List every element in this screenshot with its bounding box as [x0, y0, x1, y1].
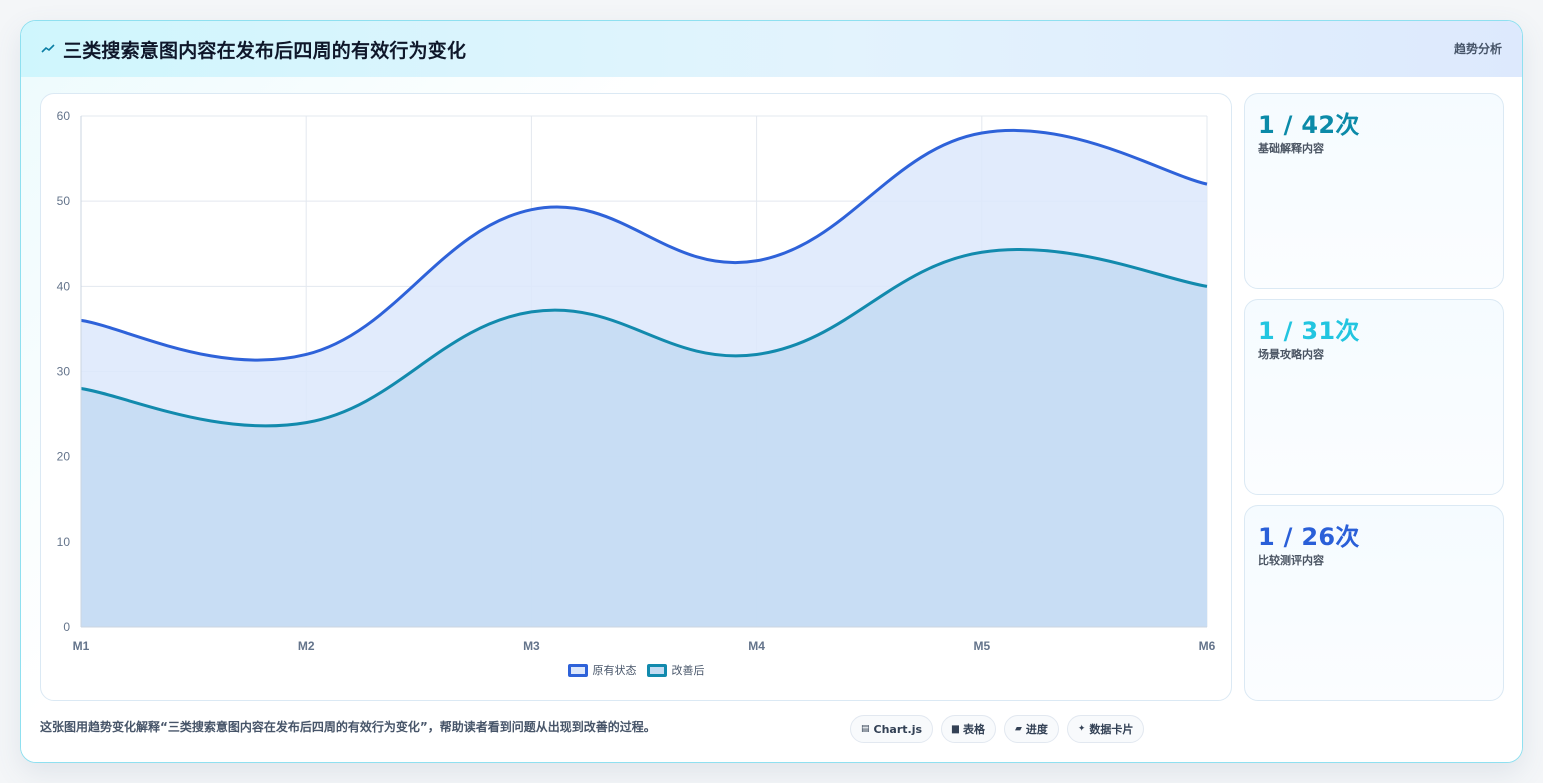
y-tick-label: 40: [57, 279, 71, 293]
chart-caption: 这张图用趋势变化解释“三类搜索意图内容在发布后四周的有效行为变化”，帮助读者看到…: [40, 720, 656, 734]
stat-card-basic: 1 / 42次 基础解释内容: [1244, 93, 1504, 289]
stat-value-scenario: 1 / 31次: [1258, 317, 1360, 345]
legend-item-improved[interactable]: 改善后: [646, 662, 705, 678]
series-line-1: [80, 248, 1208, 428]
series-line-0: [80, 128, 1208, 362]
legend-swatch-original: [567, 663, 588, 677]
page-title: 三类搜索意图内容在发布后四周的有效行为变化: [63, 40, 467, 62]
chart-icon: ▤: [861, 724, 870, 734]
stat-label-review: 比较测评内容: [1258, 554, 1324, 567]
y-tick-label: 0: [63, 620, 70, 634]
x-tick-label: M1: [73, 639, 90, 653]
x-tick-label: M4: [748, 639, 765, 653]
legend-swatch-improved: [646, 663, 667, 677]
legend-label-improved: 改善后: [671, 664, 705, 677]
chip-label: Chart.js: [873, 722, 923, 736]
chip-row: ▤ Chart.js ▆ 表格 ▰ 进度 ✦ 数据卡片: [850, 715, 1145, 743]
chip-label: 进度: [1025, 723, 1048, 736]
chip-progress[interactable]: ▰ 进度: [1003, 715, 1059, 743]
chart-card: 三类搜索意图内容在发布后四周的有效行为变化 趋势分析 0 10 20 30 40 50 60…: [20, 20, 1523, 763]
y-tick-label: 50: [57, 194, 71, 208]
chip-chartjs[interactable]: ▤ Chart.js: [850, 715, 934, 743]
y-tick-label: 30: [57, 365, 71, 379]
sparkle-icon: ✦: [1077, 724, 1086, 734]
area-chart: 0 10 20 30 40 50 60 M1 M2 M3 M4 M5 M6: [57, 109, 1216, 653]
card-header: 三类搜索意图内容在发布后四周的有效行为变化 趋势分析: [21, 21, 1522, 77]
legend-label-original: 原有状态: [592, 664, 637, 677]
chip-label: 表格: [962, 723, 985, 736]
stat-label-basic: 基础解释内容: [1258, 142, 1324, 155]
trend-line-icon: [41, 42, 55, 56]
stat-card-scenario: 1 / 31次 场景攻略内容: [1244, 299, 1504, 495]
y-tick-label: 20: [57, 450, 71, 464]
x-tick-label: M6: [1199, 639, 1216, 653]
legend-item-original[interactable]: 原有状态: [567, 662, 637, 678]
chart-legend: 原有状态 改善后: [41, 662, 1231, 678]
stat-value-basic: 1 / 42次: [1258, 111, 1360, 139]
x-tick-label: M3: [523, 639, 540, 653]
x-tick-label: M2: [298, 639, 315, 653]
y-tick-label: 60: [57, 109, 71, 123]
x-tick-label: M5: [973, 639, 990, 653]
stat-label-scenario: 场景攻略内容: [1258, 348, 1324, 361]
chip-label: 数据卡片: [1089, 723, 1134, 736]
chart-panel: 0 10 20 30 40 50 60 M1 M2 M3 M4 M5 M6 原有状态 改善后: [40, 93, 1232, 701]
series-area-1: [81, 249, 1207, 627]
chip-data-cards[interactable]: ✦ 数据卡片: [1066, 715, 1145, 743]
y-tick-label: 10: [57, 535, 71, 549]
progress-icon: ▰: [1014, 724, 1022, 734]
chip-table[interactable]: ▆ 表格: [941, 715, 996, 743]
stat-card-review: 1 / 26次 比较测评内容: [1244, 505, 1504, 701]
table-icon: ▆: [952, 724, 959, 734]
analysis-tag: 趋势分析: [1453, 42, 1502, 56]
stat-value-review: 1 / 26次: [1258, 523, 1360, 551]
